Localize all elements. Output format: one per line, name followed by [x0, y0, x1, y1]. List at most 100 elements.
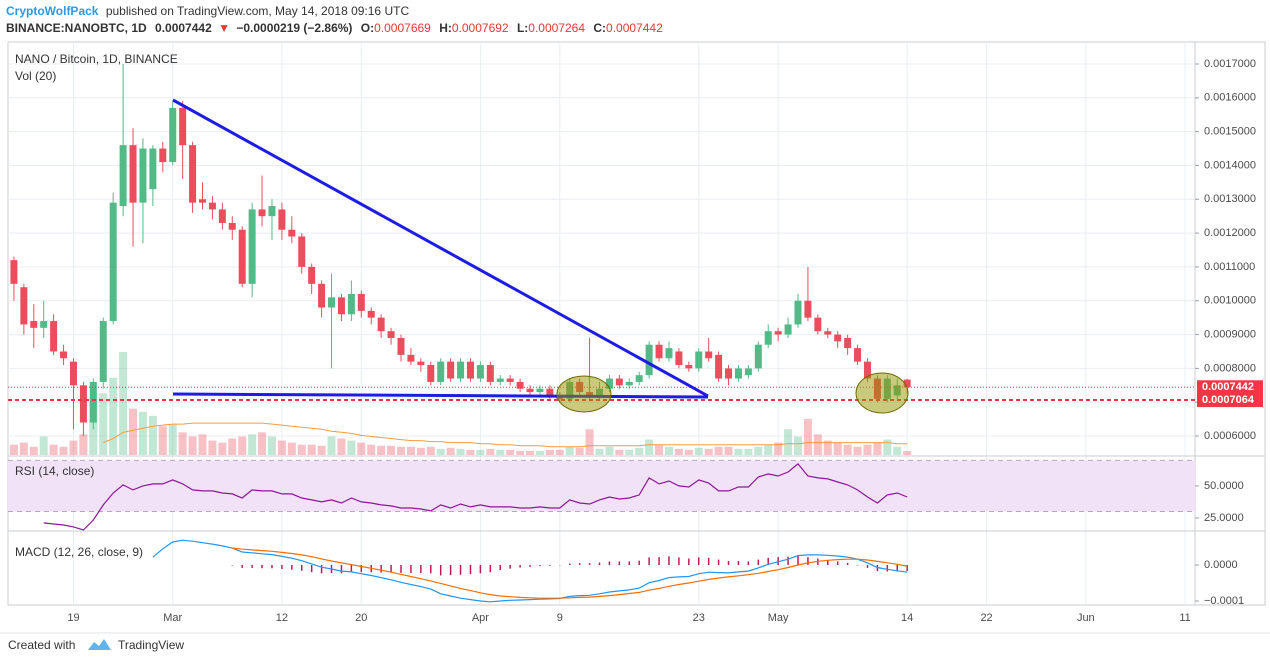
volume-bar [764, 444, 773, 455]
volume-bar [436, 448, 445, 455]
volume-bar [664, 446, 673, 455]
signal-line [232, 547, 908, 599]
candle-body [40, 321, 48, 328]
candle-body [407, 354, 415, 362]
volume-bar [833, 442, 842, 455]
volume-bar [327, 436, 336, 455]
candle-body [169, 107, 177, 163]
volume-bar [754, 446, 763, 455]
candle-body [675, 351, 683, 366]
candle-body [536, 388, 544, 393]
volume-bar [357, 442, 366, 455]
candle-body [665, 348, 673, 359]
volume-bar [238, 436, 247, 455]
candle-body [328, 297, 336, 308]
author-link[interactable]: CryptoWolfPack [6, 4, 99, 18]
volume-bar [267, 436, 276, 455]
volume-bar [605, 446, 614, 455]
highlight-ellipse [556, 375, 612, 413]
candle-body [486, 365, 494, 382]
y-tick-label: 0.0008000 [1204, 362, 1256, 374]
candle-body [10, 260, 18, 284]
volume-bar [367, 444, 376, 455]
volume-bar [476, 449, 485, 455]
candle-body [60, 351, 68, 359]
candle-body [278, 209, 286, 230]
y-tick-label: 0.0017000 [1204, 58, 1256, 70]
volume-bar [347, 440, 356, 455]
volume-bar [148, 415, 157, 455]
candle-body [506, 378, 514, 382]
candle-body [615, 378, 623, 386]
price-tag-label: 0.0007442 [1202, 381, 1254, 393]
candle-body [476, 365, 484, 379]
volume-bar [387, 445, 396, 455]
candle-body [20, 287, 28, 325]
y-tick-label: 0.0010000 [1204, 295, 1256, 307]
low-label: L: [517, 21, 528, 35]
x-tick-label: Jun [1077, 612, 1095, 624]
candle-body [337, 297, 345, 315]
macd-line [152, 539, 908, 603]
volume-bar [655, 444, 664, 455]
candle-body [427, 365, 435, 382]
candle-body [774, 331, 782, 335]
candle-body [99, 321, 107, 382]
high-label: H: [439, 21, 452, 35]
volume-bar [694, 447, 703, 455]
volume-bar [585, 429, 594, 455]
tradingview-logo [88, 639, 111, 650]
x-tick-label: May [768, 612, 789, 624]
volume-bar [198, 434, 207, 455]
candle-body [387, 331, 395, 338]
volume-bar [526, 450, 535, 455]
volume-label: Vol (20) [15, 69, 56, 83]
close-value: 0.0007442 [606, 21, 663, 35]
header-line-1: CryptoWolfPack published on TradingView.… [6, 4, 409, 18]
y-tick-label: 0.0015000 [1204, 126, 1256, 138]
y-tick-label: 0.0014000 [1204, 159, 1256, 171]
rsi-tick-label: 25.0000 [1204, 512, 1244, 524]
candle-body [318, 283, 326, 308]
volume-bar [109, 377, 118, 455]
trendline-down [172, 98, 709, 398]
volume-bar [248, 434, 257, 455]
candle-body [546, 388, 554, 396]
volume-bar [863, 444, 872, 455]
volume-bar [416, 447, 425, 455]
volume-bar [277, 440, 286, 455]
macd-tick-label: −0.0001 [1204, 595, 1244, 607]
candle-body [715, 354, 723, 379]
candle-body [764, 331, 772, 345]
candle-body [139, 148, 147, 203]
candle-body [268, 206, 276, 217]
candle-body [744, 368, 752, 376]
volume-bar [9, 444, 18, 455]
candle-body [854, 348, 862, 362]
volume-bar [893, 446, 902, 455]
volume-bar [555, 449, 564, 455]
candle-body [50, 321, 58, 352]
last-price: 0.0007442 [155, 21, 212, 35]
volume-bar [516, 450, 525, 455]
x-tick-label: 12 [276, 612, 288, 624]
volume-bar [287, 442, 296, 455]
candle-body [814, 317, 822, 332]
volume-bar [138, 411, 147, 455]
x-tick-label: Apr [472, 612, 489, 624]
candle-body [69, 361, 77, 386]
candle-body [794, 300, 802, 325]
candle-body [258, 209, 266, 217]
macd-tick-label: 0.0000 [1204, 559, 1238, 571]
x-tick-label: 23 [693, 612, 705, 624]
rsi-band [8, 460, 1195, 512]
footer-brand[interactable]: TradingView [118, 638, 184, 652]
volume-bar [297, 444, 306, 455]
volume-bar [258, 432, 267, 455]
drawings-layer [172, 98, 909, 414]
volume-bar [158, 426, 167, 455]
low-value: 0.0007264 [528, 21, 585, 35]
candle-body [635, 375, 643, 382]
